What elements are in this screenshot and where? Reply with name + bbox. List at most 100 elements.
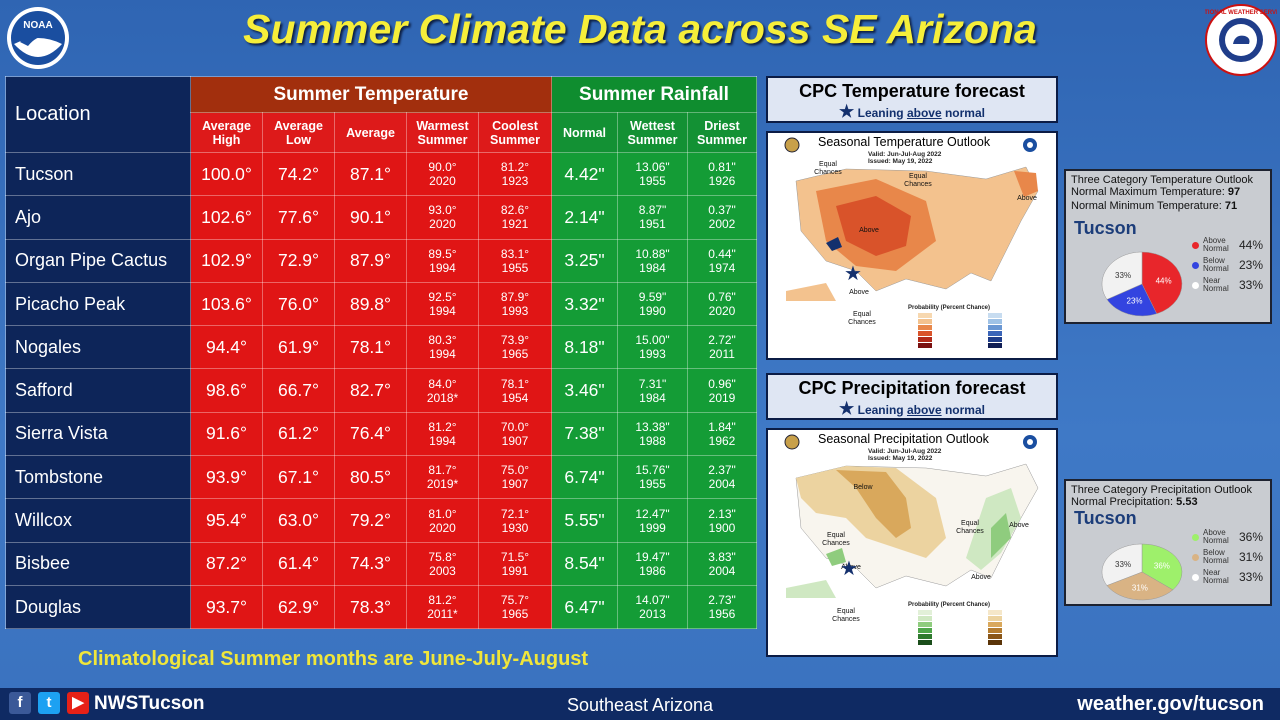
coolest-cell: 72.1° 1930 xyxy=(478,498,552,543)
pie-slice xyxy=(1101,251,1143,300)
region-label: Southeast Arizona xyxy=(566,695,714,715)
avg-cell: 82.7° xyxy=(334,368,407,413)
avg-high-cell: 98.6° xyxy=(190,368,263,413)
driest-cell: 0.44" 1974 xyxy=(687,238,757,283)
pie-slice xyxy=(1106,283,1158,317)
temp-label-eq1: Equal Chances xyxy=(814,161,842,176)
wettest-cell: 13.06" 1955 xyxy=(617,151,688,197)
avg-high-cell: 100.0° xyxy=(190,151,263,197)
temp-label-above3: Above xyxy=(849,289,869,296)
star-icon: ★ xyxy=(839,102,855,121)
website-link[interactable]: weather.gov/tucson xyxy=(1077,693,1264,715)
warmest-cell: 81.0° 2020 xyxy=(406,498,479,543)
pie-slice-label: 31% xyxy=(1132,583,1148,592)
table-row: Picacho Peak 103.6° 76.0° 89.8° 92.5° 1994 87.… xyxy=(5,281,757,327)
location-cell: Tombstone xyxy=(5,455,191,500)
temp-forecast-title: CPC Temperature forecast xyxy=(799,81,1025,101)
legend-label: Below Normal xyxy=(1203,548,1229,565)
driest-cell: 2.13" 1900 xyxy=(687,498,757,543)
pie-slice-label: 33% xyxy=(1115,271,1131,280)
normal-rain-cell: 6.47" xyxy=(551,584,618,630)
social-handle[interactable]: NWSTucson xyxy=(94,693,205,714)
avg-low-cell: 67.1° xyxy=(262,455,335,500)
pie-slice-label: 44% xyxy=(1156,277,1172,286)
coolest-cell: 71.5° 1991 xyxy=(478,541,552,586)
normal-rain-cell: 3.46" xyxy=(551,368,618,413)
normal-min-line: Normal Minimum Temperature: 71 xyxy=(1071,200,1238,212)
normal-rain-cell: 8.18" xyxy=(551,325,618,370)
precip-label-above2: Above xyxy=(971,574,991,581)
pie-slice xyxy=(1141,251,1183,315)
noaa-seal-icon xyxy=(784,434,800,450)
precip-label-above3: Above xyxy=(841,564,861,571)
svg-text:NATIONAL WEATHER SERVICE: NATIONAL WEATHER SERVICE xyxy=(1205,10,1277,16)
location-cell: Willcox xyxy=(5,498,191,543)
table-row: Safford 98.6° 66.7° 82.7° 84.0° 2018* 78.1° 195… xyxy=(5,368,757,413)
nws-logo: NATIONAL WEATHER SERVICE xyxy=(1205,4,1277,76)
avg-cell: 79.2° xyxy=(334,498,407,543)
temp-pie-chart: 44% 23% 33% xyxy=(1101,251,1183,317)
avg-low-cell: 61.2° xyxy=(262,411,335,457)
location-cell: Nogales xyxy=(5,325,191,370)
temp-forecast-header: CPC Temperature forecast ★ Leaning above… xyxy=(766,76,1058,123)
twitter-icon[interactable]: t xyxy=(38,692,60,714)
temp-legend-title: Probability (Percent Chance) xyxy=(908,305,991,311)
precip-forecast-subtitle: ★ Leaning above normal xyxy=(839,399,985,418)
temp-map-title: Seasonal Temperature Outlook xyxy=(818,135,991,149)
table-row: Douglas 93.7° 62.9° 78.3° 81.2° 2011* 75.7° 196… xyxy=(5,584,757,630)
legend-dot xyxy=(1192,533,1199,541)
legend-label: Above Normal xyxy=(1203,236,1229,253)
legend-value: 33% xyxy=(1239,570,1264,584)
legend-dot xyxy=(1192,573,1199,581)
precip-map-graphic xyxy=(786,463,1039,598)
table-row: Bisbee 87.2° 61.4° 74.3° 75.8° 2003 71.5° 1991 8… xyxy=(5,541,757,586)
avg-low-cell: 61.4° xyxy=(262,541,335,586)
coolest-cell: 75.0° 1907 xyxy=(478,455,552,500)
temp-col-header: Average xyxy=(334,112,407,153)
table-row: Ajo 102.6° 77.6° 90.1° 93.0° 2020 82.6° 1921 2.1… xyxy=(5,195,757,240)
footer-bar xyxy=(0,688,1280,720)
avg-cell: 80.5° xyxy=(334,455,407,500)
pie-slice xyxy=(1106,571,1174,601)
avg-high-cell: 93.7° xyxy=(190,584,263,630)
legend-value: 23% xyxy=(1239,258,1264,272)
pie-slice-label: 23% xyxy=(1127,297,1143,306)
coolest-cell: 87.9° 1993 xyxy=(478,281,552,327)
avg-cell: 78.3° xyxy=(334,584,407,630)
precip-forecast-header: CPC Precipitation forecast ★ Leaning abo… xyxy=(766,373,1058,420)
youtube-icon[interactable]: ▶ xyxy=(67,692,89,714)
season-note: Climatological Summer months are June-Ju… xyxy=(78,648,589,670)
precip-category-box: Three Category Precipitation Outlook Nor… xyxy=(1064,479,1272,606)
coolest-cell: 82.6° 1921 xyxy=(478,195,552,240)
legend-item: Below Normal 23% xyxy=(1192,257,1270,273)
avg-high-cell: 93.9° xyxy=(190,455,263,500)
precip-map-dates: Valid: Jun-Jul-Aug 2022 Issued: May 19, 2… xyxy=(868,448,942,462)
normal-rain-cell: 7.38" xyxy=(551,411,618,457)
avg-cell: 76.4° xyxy=(334,411,407,457)
warmest-cell: 81.7° 2019* xyxy=(406,455,479,500)
temp-outlook-map: Seasonal Temperature Outlook Valid: Jun-… xyxy=(766,131,1058,360)
avg-high-cell: 91.6° xyxy=(190,411,263,457)
facebook-icon[interactable]: f xyxy=(9,692,31,714)
warmest-cell: 90.0° 2020 xyxy=(406,151,479,197)
avg-cell: 74.3° xyxy=(334,541,407,586)
page-title: Summer Climate Data across SE Arizona xyxy=(243,6,1037,52)
legend-label: Below Normal xyxy=(1203,256,1229,273)
wettest-cell: 8.87" 1951 xyxy=(617,195,688,240)
table-row: Willcox 95.4° 63.0° 79.2° 81.0° 2020 72.1° 1930… xyxy=(5,498,757,543)
legend-item: Near Normal 33% xyxy=(1192,569,1270,585)
legend-dot xyxy=(1192,281,1199,289)
wettest-cell: 12.47" 1999 xyxy=(617,498,688,543)
pie-slice xyxy=(1101,543,1143,586)
avg-high-cell: 87.2° xyxy=(190,541,263,586)
driest-cell: 2.72" 2011 xyxy=(687,325,757,370)
avg-cell: 90.1° xyxy=(334,195,407,240)
warmest-cell: 84.0° 2018* xyxy=(406,368,479,413)
avg-cell: 78.1° xyxy=(334,325,407,370)
temp-pie-legend: Above Normal 44% Below Normal 23% Near Norma… xyxy=(1192,237,1270,297)
temp-col-header: Average High xyxy=(190,112,263,153)
legend-dot xyxy=(1192,261,1199,269)
precip-legend-swatches xyxy=(918,610,1002,645)
legend-value: 44% xyxy=(1239,238,1264,252)
avg-high-cell: 95.4° xyxy=(190,498,263,543)
